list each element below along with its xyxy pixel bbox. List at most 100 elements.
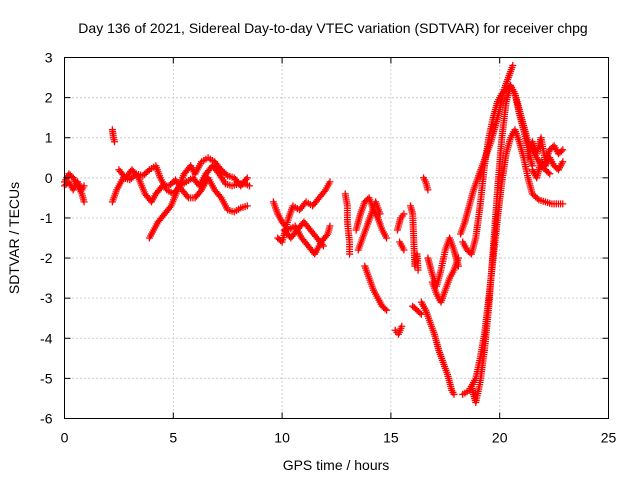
series-s13 <box>361 262 391 314</box>
data-point <box>168 179 176 187</box>
series-s14 <box>391 322 406 338</box>
data-point <box>242 175 250 183</box>
y-tick-label: -4 <box>40 330 53 346</box>
data-point <box>157 183 165 191</box>
series-s19 <box>417 298 458 398</box>
data-point <box>111 138 119 146</box>
data-point <box>322 232 330 240</box>
data-point <box>126 176 134 184</box>
data-point <box>142 169 150 177</box>
data-point <box>346 250 354 258</box>
data-point <box>320 187 328 195</box>
y-tick-label: -5 <box>40 370 53 386</box>
series-s2 <box>61 178 88 194</box>
data-point <box>454 254 462 262</box>
series-s26 <box>467 82 554 406</box>
data-points <box>61 62 567 406</box>
data-point <box>546 170 554 178</box>
data-point <box>80 198 88 206</box>
series-s28 <box>528 154 567 182</box>
data-point <box>528 190 536 198</box>
x-tick-label: 20 <box>492 430 508 446</box>
data-point <box>381 305 389 313</box>
x-tick-label: 10 <box>274 430 290 446</box>
series-s20 <box>420 174 432 194</box>
series-s17 <box>406 202 422 274</box>
y-tick-label: 1 <box>45 130 53 146</box>
x-axis-label: GPS time / hours <box>283 457 390 473</box>
series-s9 <box>280 218 327 250</box>
data-point <box>222 170 230 178</box>
data-point <box>544 168 552 176</box>
data-point <box>533 194 541 202</box>
series-s3 <box>108 126 119 146</box>
data-point <box>383 234 391 242</box>
data-point <box>217 166 225 174</box>
y-tick-label: -1 <box>40 210 53 226</box>
data-point <box>559 146 567 154</box>
chart-title: Day 136 of 2021, Sidereal Day-to-day VTE… <box>78 20 587 36</box>
data-point <box>167 180 175 188</box>
data-point <box>140 170 148 178</box>
data-point <box>450 390 458 398</box>
data-point <box>219 167 227 175</box>
data-point <box>326 222 334 230</box>
series-s6 <box>145 154 251 242</box>
y-tick-label: 0 <box>45 170 53 186</box>
series-s8 <box>274 178 334 246</box>
data-point <box>245 182 253 190</box>
series-s10 <box>341 190 354 258</box>
grid-lines <box>64 57 609 419</box>
x-tick-label: 0 <box>61 430 69 446</box>
data-point <box>243 202 251 210</box>
data-point <box>220 169 228 177</box>
data-point <box>559 200 567 208</box>
data-point <box>133 172 141 180</box>
plot-frame <box>64 57 609 419</box>
data-point <box>318 240 326 248</box>
data-point <box>326 178 334 186</box>
data-point <box>398 322 406 330</box>
x-tick-label: 5 <box>169 430 177 446</box>
series-s22 <box>428 254 462 306</box>
y-tick-label: -3 <box>40 290 53 306</box>
y-tick-label: -2 <box>40 250 53 266</box>
y-tick-label: -6 <box>40 411 53 427</box>
y-tick-label: 2 <box>45 90 53 106</box>
x-tick-label: 15 <box>383 430 399 446</box>
data-point <box>165 182 173 190</box>
data-point <box>559 158 567 166</box>
data-point <box>196 187 204 195</box>
data-point <box>400 246 408 254</box>
data-point <box>216 192 224 200</box>
data-point <box>400 210 408 218</box>
axis-ticks: 0 5 10 15 20 25 -6 -5 -4 -3 -2 -1 0 1 2 3 <box>40 50 616 446</box>
data-point <box>243 174 251 182</box>
series-s16 <box>396 238 408 254</box>
x-tick-label: 25 <box>601 430 617 446</box>
series-s27 <box>524 134 567 166</box>
series-s5 <box>115 166 251 216</box>
series-s15 <box>393 210 408 234</box>
data-point <box>376 210 384 218</box>
series-s25 <box>459 126 567 398</box>
series-s21 <box>424 234 462 290</box>
data-point <box>532 193 540 201</box>
data-point <box>144 167 152 175</box>
data-point <box>127 174 135 182</box>
data-point <box>383 306 391 314</box>
y-axis-label: SDTVAR / TECUs <box>6 182 22 294</box>
data-point <box>80 182 88 190</box>
y-tick-label: 3 <box>45 50 53 66</box>
series-s12 <box>354 198 384 254</box>
data-point <box>319 242 327 250</box>
data-point <box>557 147 565 155</box>
data-point <box>166 204 174 212</box>
data-point <box>424 186 432 194</box>
data-point <box>530 191 538 199</box>
data-point <box>183 192 191 200</box>
data-point <box>414 266 422 274</box>
data-point <box>416 309 424 317</box>
data-point <box>509 62 517 70</box>
